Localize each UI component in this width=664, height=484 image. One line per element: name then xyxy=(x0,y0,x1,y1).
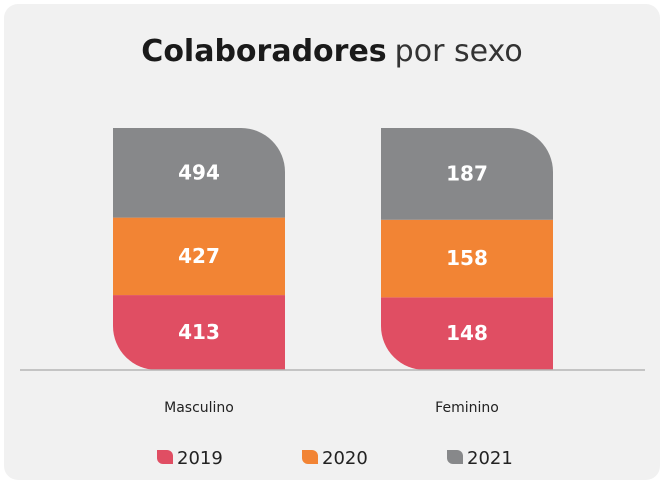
legend-label: 2019 xyxy=(177,448,223,469)
bar-segment xyxy=(381,219,553,298)
card xyxy=(4,4,660,480)
bar-segment xyxy=(381,128,553,220)
bar-segment xyxy=(113,128,285,218)
bar-segment xyxy=(113,295,285,370)
chart-title: Colaboradores por sexo xyxy=(141,34,522,69)
title-rest: por sexo xyxy=(395,34,523,69)
bar-segment xyxy=(381,297,553,370)
data-label: 158 xyxy=(446,246,488,270)
legend-swatch xyxy=(157,450,173,464)
data-label: 187 xyxy=(446,161,488,185)
title-bold: Colaboradores xyxy=(141,34,386,69)
data-label: 413 xyxy=(178,320,220,344)
bar-segment xyxy=(113,217,285,296)
x-tick-label: Masculino xyxy=(164,400,234,416)
legend-label: 2020 xyxy=(322,448,368,469)
x-tick-label: Feminino xyxy=(435,400,499,416)
data-label: 148 xyxy=(446,321,488,345)
legend-swatch xyxy=(447,450,463,464)
legend-label: 2021 xyxy=(467,448,513,469)
data-label: 427 xyxy=(178,244,220,268)
legend-swatch xyxy=(302,450,318,464)
data-label: 494 xyxy=(178,160,220,184)
